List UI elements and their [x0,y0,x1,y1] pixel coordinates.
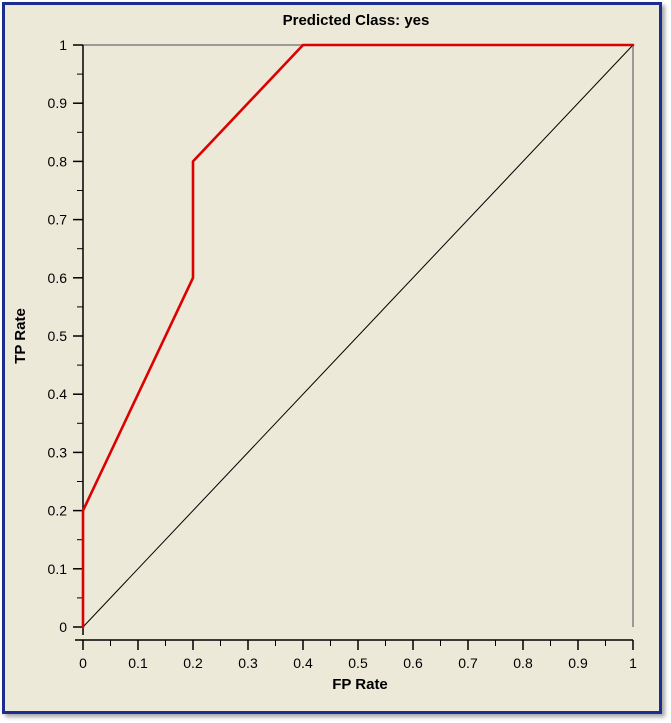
chart-window: Predicted Class: yes FP Rate TP Rate 0 0.… [2,2,662,714]
x-tick-label: 0.9 [568,655,588,671]
y-tick-label: 0.2 [48,503,68,519]
y-tick-label: 0.5 [48,328,68,344]
y-tick-label: 0.1 [48,561,68,577]
y-tick-label: 0.6 [48,270,68,286]
y-axis-title: TP Rate [12,308,29,364]
x-tick-label: 0 [79,655,87,671]
y-tick-label: 0.8 [48,153,68,169]
x-tick-label: 0.7 [458,655,478,671]
x-tick-label: 1 [629,655,637,671]
y-tick-label: 0.3 [48,444,68,460]
x-axis-title: FP Rate [332,676,388,693]
x-tick-label: 0.5 [348,655,368,671]
y-tick-label: 1 [59,37,67,53]
chart-title: Predicted Class: yes [283,12,430,29]
x-tick-label: 0.8 [513,655,533,671]
diagonal-reference-line [82,44,634,628]
series-layer [81,43,635,629]
y-tick-label: 0.9 [48,95,68,111]
axes: 0 0.1 0.2 0.3 0.4 0.5 0.6 0.7 0.8 0.9 1 0 0.1 0.2 0.3 0… [48,37,638,671]
x-tick-label: 0.4 [293,655,313,671]
x-tick-label: 0.2 [183,655,203,671]
x-tick-label: 0.3 [238,655,258,671]
y-tick-label: 0 [59,619,67,635]
roc-curve [81,43,635,629]
x-tick-label: 0.1 [128,655,148,671]
roc-chart: Predicted Class: yes FP Rate TP Rate 0 0.… [12,12,638,693]
x-tick-label: 0.6 [403,655,423,671]
y-tick-label: 0.4 [48,386,68,402]
y-tick-label: 0.7 [48,212,68,228]
